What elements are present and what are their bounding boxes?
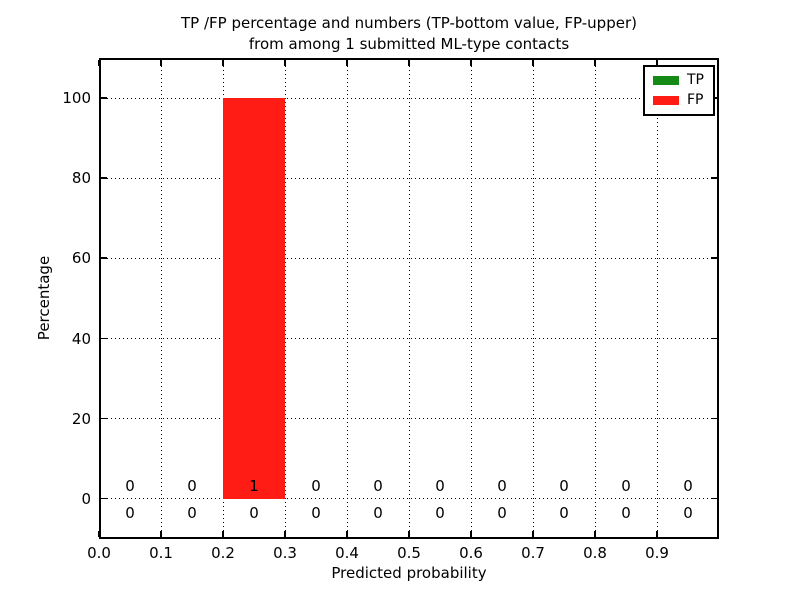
x-axis-tick: [408, 531, 410, 537]
x-axis-tick-top: [222, 60, 224, 66]
x-axis-tick-top: [408, 60, 410, 66]
fp-count-label: 0: [187, 476, 197, 495]
y-tick-label: 60: [71, 249, 91, 268]
legend-label-tp: TP: [687, 72, 704, 88]
fp-count-label: 0: [683, 476, 693, 495]
chart-title: TP /FP percentage and numbers (TP-bottom…: [99, 13, 719, 55]
y-axis-tick: [101, 337, 107, 340]
x-axis-tick-top: [346, 60, 348, 66]
gridline-vertical: [656, 58, 658, 539]
tp-count-label: 0: [621, 503, 631, 522]
fp-count-label: 0: [311, 476, 321, 495]
x-axis-tick-top: [594, 60, 596, 66]
gridline-vertical: [346, 58, 348, 539]
fp-count-label: 0: [497, 476, 507, 495]
y-axis-label: Percentage: [35, 255, 53, 341]
chart-title-line2: from among 1 submitted ML-type contacts: [248, 35, 570, 53]
gridline-horizontal: [99, 338, 719, 340]
y-axis-tick-right: [711, 497, 717, 500]
gridline-vertical: [470, 58, 472, 539]
x-axis-label: Predicted probability: [331, 564, 487, 582]
fp-count-label: 0: [125, 476, 135, 495]
x-tick-label: 0.6: [459, 544, 483, 562]
y-tick-label: 40: [71, 329, 91, 348]
legend-item-tp: TP: [653, 73, 704, 88]
x-axis-tick-top: [98, 60, 100, 66]
y-axis-tick: [101, 257, 107, 259]
y-axis-tick: [101, 97, 107, 99]
tp-count-label: 0: [249, 503, 259, 522]
x-axis-tick: [532, 531, 534, 537]
x-axis-tick: [656, 531, 658, 537]
x-tick-label: 0.1: [149, 544, 173, 562]
gridline-horizontal: [99, 418, 719, 420]
x-axis-tick: [222, 531, 224, 537]
x-axis-tick: [594, 531, 596, 537]
x-tick-label: 0.7: [521, 544, 545, 562]
y-axis-tick-right: [711, 417, 717, 420]
bar-fp: [223, 98, 285, 499]
y-axis-tick-right: [711, 257, 717, 259]
x-axis-tick: [98, 531, 100, 537]
y-tick-label: 100: [62, 89, 91, 108]
x-tick-label: 0.9: [645, 544, 669, 562]
gridline-vertical: [98, 58, 100, 539]
gridline-vertical: [532, 58, 534, 539]
y-axis-tick: [101, 417, 107, 420]
legend-item-fp: FP: [653, 93, 704, 108]
legend-swatch-fp-icon: [653, 96, 679, 105]
tp-count-label: 0: [311, 503, 321, 522]
tp-count-label: 0: [559, 503, 569, 522]
x-axis-tick-top: [656, 60, 658, 66]
tp-count-label: 0: [435, 503, 445, 522]
tp-count-label: 0: [683, 503, 693, 522]
y-tick-label: 20: [71, 409, 91, 428]
y-axis-tick-right: [711, 337, 717, 340]
x-axis-tick: [284, 531, 286, 537]
x-tick-label: 0.8: [583, 544, 607, 562]
y-axis-tick-right: [711, 177, 717, 179]
x-tick-label: 0.4: [335, 544, 359, 562]
x-tick-label: 0.5: [397, 544, 421, 562]
y-tick-label: 80: [71, 169, 91, 188]
gridline-horizontal: [99, 177, 719, 179]
chart-title-line1: TP /FP percentage and numbers (TP-bottom…: [181, 14, 637, 32]
x-axis-tick: [346, 531, 348, 537]
x-tick-label: 0.3: [273, 544, 297, 562]
x-tick-label: 0.0: [87, 544, 111, 562]
tp-count-label: 0: [373, 503, 383, 522]
tp-count-label: 0: [497, 503, 507, 522]
x-axis-tick-top: [470, 60, 472, 66]
fp-count-label: 1: [249, 476, 259, 495]
x-tick-label: 0.2: [211, 544, 235, 562]
y-tick-label: 0: [81, 489, 91, 508]
gridline-horizontal: [99, 498, 719, 500]
fp-count-label: 0: [435, 476, 445, 495]
y-axis-tick: [101, 177, 107, 179]
fp-count-label: 0: [621, 476, 631, 495]
x-axis-tick: [470, 531, 472, 537]
gridline-horizontal: [99, 97, 719, 99]
legend-label-fp: FP: [687, 92, 704, 108]
fp-count-label: 0: [373, 476, 383, 495]
x-axis-tick-top: [284, 60, 286, 66]
x-axis-tick: [160, 531, 162, 537]
gridline-vertical: [160, 58, 162, 539]
fp-count-label: 0: [559, 476, 569, 495]
gridline-horizontal: [99, 257, 719, 259]
gridline-vertical: [408, 58, 410, 539]
y-axis-tick: [101, 497, 107, 500]
x-axis-tick-top: [160, 60, 162, 66]
legend: TP FP: [643, 65, 715, 116]
gridline-vertical: [594, 58, 596, 539]
x-axis-tick-top: [532, 60, 534, 66]
tp-count-label: 0: [125, 503, 135, 522]
legend-swatch-tp-icon: [653, 76, 679, 85]
tp-count-label: 0: [187, 503, 197, 522]
plot-area: 0 0 0 0 1 0 0 0 0 0 0 0 0 0 0 0 0 0 0 0 TP FP: [98, 58, 719, 539]
gridline-vertical: [284, 58, 286, 539]
